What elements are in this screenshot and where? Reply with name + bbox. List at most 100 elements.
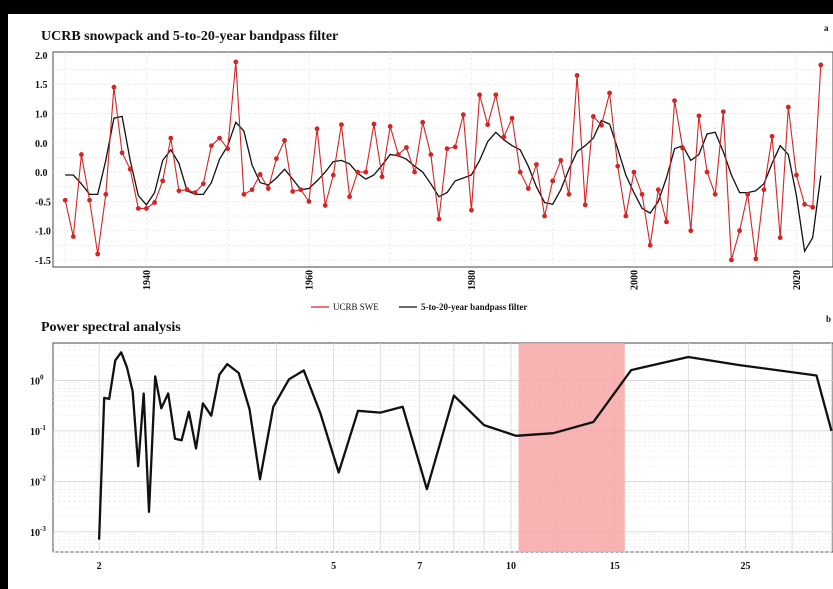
x-tick-label: 5 xyxy=(331,561,336,572)
swe-point xyxy=(209,143,214,149)
swe-point xyxy=(387,124,393,129)
swe-point xyxy=(647,242,653,248)
swe-point xyxy=(599,122,604,128)
y-ticks-b: 100 10-1 10-2 10-3 xyxy=(30,373,46,539)
swe-point xyxy=(160,178,166,184)
swe-point xyxy=(517,169,523,175)
swe-point xyxy=(111,84,117,90)
swe-point xyxy=(249,187,255,193)
swe-point xyxy=(615,163,621,169)
swe-point xyxy=(103,191,109,197)
y-tick-label: 10-2 xyxy=(30,474,46,488)
swe-point xyxy=(330,172,336,178)
swe-point xyxy=(200,181,206,187)
y-tick-exponent: 0 xyxy=(40,373,44,381)
swe-point xyxy=(590,114,596,119)
swe-point xyxy=(525,186,531,191)
swe-point xyxy=(339,122,344,128)
swe-point xyxy=(87,197,92,203)
swe-point xyxy=(95,251,101,257)
swe-point xyxy=(672,98,677,104)
series-points-ucrb-swe xyxy=(62,59,824,263)
legend: UCRB SWE 5-to-20-year bandpass filter xyxy=(311,302,527,312)
x-ticks-b: 2 5 7 10 15 25 xyxy=(97,561,751,572)
y-tick-exponent: -3 xyxy=(40,525,46,533)
swe-point xyxy=(623,213,629,219)
swe-point xyxy=(501,134,507,140)
swe-point xyxy=(802,201,807,207)
swe-point xyxy=(745,191,751,197)
swe-point xyxy=(135,206,141,211)
y-tick-label: 100 xyxy=(30,373,44,387)
swe-point xyxy=(794,172,799,178)
swe-point xyxy=(176,188,182,194)
swe-point xyxy=(753,256,759,262)
swe-point xyxy=(631,169,637,175)
x-tick-label: 1960 xyxy=(304,270,315,290)
swe-point xyxy=(363,169,369,175)
swe-point xyxy=(477,92,482,98)
x-tick-label: 15 xyxy=(610,561,620,572)
swe-point xyxy=(542,213,547,219)
x-tick-label: 1940 xyxy=(142,270,153,290)
y-tick-label: 1.5 xyxy=(35,80,48,91)
swe-point xyxy=(412,169,417,175)
swe-point xyxy=(225,146,231,152)
swe-point xyxy=(274,156,279,162)
swe-point xyxy=(737,228,742,234)
swe-point xyxy=(70,234,76,239)
x-tick-label: 7 xyxy=(417,561,422,572)
swe-point xyxy=(257,172,263,177)
swe-point xyxy=(314,126,320,132)
swe-point xyxy=(290,189,296,194)
swe-point xyxy=(712,191,718,197)
x-tick-label: 2 xyxy=(97,561,102,572)
y-tick-label: 10-3 xyxy=(30,525,46,539)
swe-point xyxy=(298,187,304,193)
swe-point xyxy=(127,166,133,172)
swe-point xyxy=(769,133,775,139)
x-ticks-a: 1940 1960 1980 2000 2020 xyxy=(142,270,803,290)
swe-point xyxy=(777,235,783,241)
swe-point xyxy=(664,219,669,225)
swe-point xyxy=(452,144,458,150)
chart-title-a: UCRB snowpack and 5-to-20-year bandpass … xyxy=(41,29,338,44)
chart-title-b: Power spectral analysis xyxy=(41,320,181,335)
panel-label-a: a xyxy=(824,23,829,33)
legend-label-swe: UCRB SWE xyxy=(333,302,379,312)
x-tick-label: 2000 xyxy=(629,270,640,290)
swe-point xyxy=(680,145,686,151)
swe-point xyxy=(192,190,198,195)
swe-point xyxy=(306,198,312,204)
swe-point xyxy=(818,62,824,68)
x-tick-label: 2020 xyxy=(792,270,803,290)
swe-point xyxy=(688,228,694,234)
swe-point xyxy=(379,174,385,180)
swe-point xyxy=(550,178,556,184)
swe-point xyxy=(729,257,734,263)
swe-point xyxy=(404,145,409,150)
swe-point xyxy=(436,216,442,222)
panel-label-b: b xyxy=(826,314,831,324)
swe-point xyxy=(469,207,474,213)
swe-point xyxy=(152,200,157,205)
series-line-ucrb-swe xyxy=(64,61,822,261)
y-tick-label: -0.5 xyxy=(35,197,51,208)
snowpack-chart: UCRB snowpack and 5-to-20-year bandpass … xyxy=(35,23,833,312)
swe-point xyxy=(371,121,377,127)
plot-area-a xyxy=(52,51,833,268)
y-tick-label: -1.5 xyxy=(35,256,51,267)
swe-point xyxy=(509,115,515,121)
swe-point xyxy=(761,187,767,193)
x-tick-label: 1980 xyxy=(467,270,478,290)
power-spectrum-chart: Power spectral analysis b 10010-110-210-… xyxy=(30,314,833,572)
swe-point xyxy=(566,191,572,197)
y-tick-label: 2.0 xyxy=(35,51,48,62)
swe-point xyxy=(704,169,710,175)
swe-point xyxy=(79,152,84,157)
swe-point xyxy=(217,135,222,141)
swe-point xyxy=(582,202,588,208)
swe-point xyxy=(265,186,271,191)
y-ticks-a: 2.0 1.5 1.0 0.0 0.0 -0.5 -1.0 -1.5 xyxy=(35,51,51,267)
